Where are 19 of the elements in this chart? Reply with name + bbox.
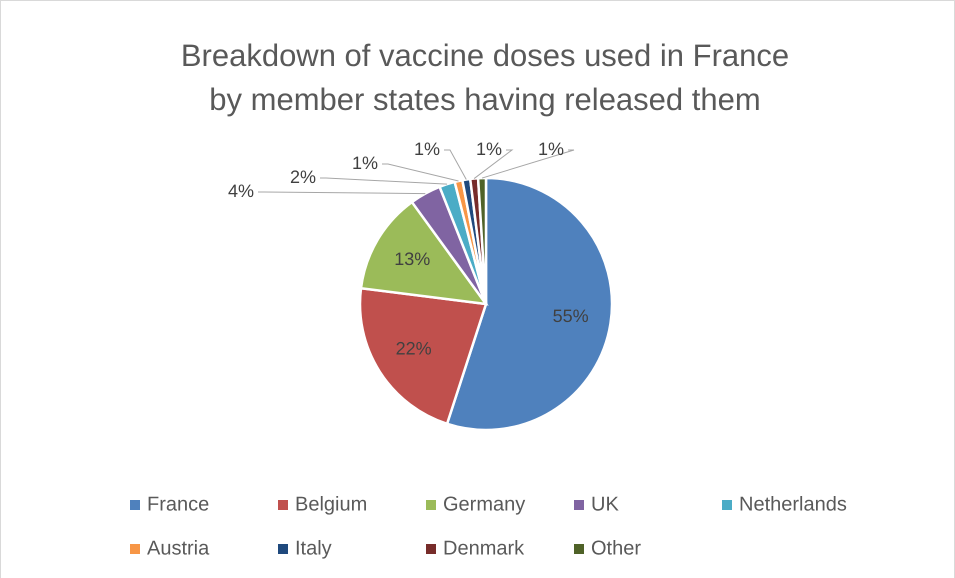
data-label: 1%	[414, 138, 440, 159]
legend-label: France	[147, 493, 210, 516]
legend-label: Belgium	[295, 493, 368, 516]
legend-label: Italy	[295, 537, 332, 560]
legend-label: Denmark	[443, 537, 526, 560]
data-label: 4%	[228, 180, 254, 201]
legend-label: UK	[591, 493, 620, 516]
data-label: 1%	[538, 138, 564, 159]
data-label: 22%	[396, 338, 432, 359]
data-label: 1%	[476, 138, 502, 159]
data-label: 1%	[352, 152, 378, 173]
legend-label: Austria	[147, 537, 210, 560]
data-label: 55%	[552, 306, 589, 326]
legend-label: Other	[591, 537, 642, 560]
chart-title: Breakdown of vaccine doses used in France by member states having released them	[180, 38, 790, 117]
legend-label: Germany	[443, 493, 526, 516]
data-label: 13%	[394, 249, 430, 270]
data-label: 2%	[290, 166, 316, 187]
legend-label: Netherlands	[739, 493, 847, 516]
